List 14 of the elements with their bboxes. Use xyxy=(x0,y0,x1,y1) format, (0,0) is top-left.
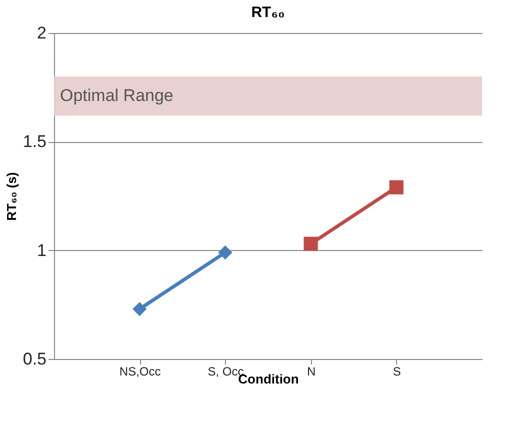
chart-title: RT₆₀ xyxy=(251,4,285,21)
point xyxy=(132,302,147,316)
x-tick-label: NS,Occ xyxy=(119,364,161,378)
point xyxy=(389,180,404,194)
y-tick-label: 2 xyxy=(37,24,46,42)
y-axis-title: RT₆₀ (s) xyxy=(4,172,19,221)
band-label: Optimal Range xyxy=(60,86,174,106)
y-tick-label: 0.5 xyxy=(22,350,46,368)
x-tick-label: S xyxy=(392,364,401,378)
y-tick-label: 1 xyxy=(37,240,46,260)
y-tick-label: 1.5 xyxy=(22,132,46,152)
x-tick-label: N xyxy=(306,364,316,378)
point xyxy=(218,245,232,260)
point xyxy=(304,236,318,251)
